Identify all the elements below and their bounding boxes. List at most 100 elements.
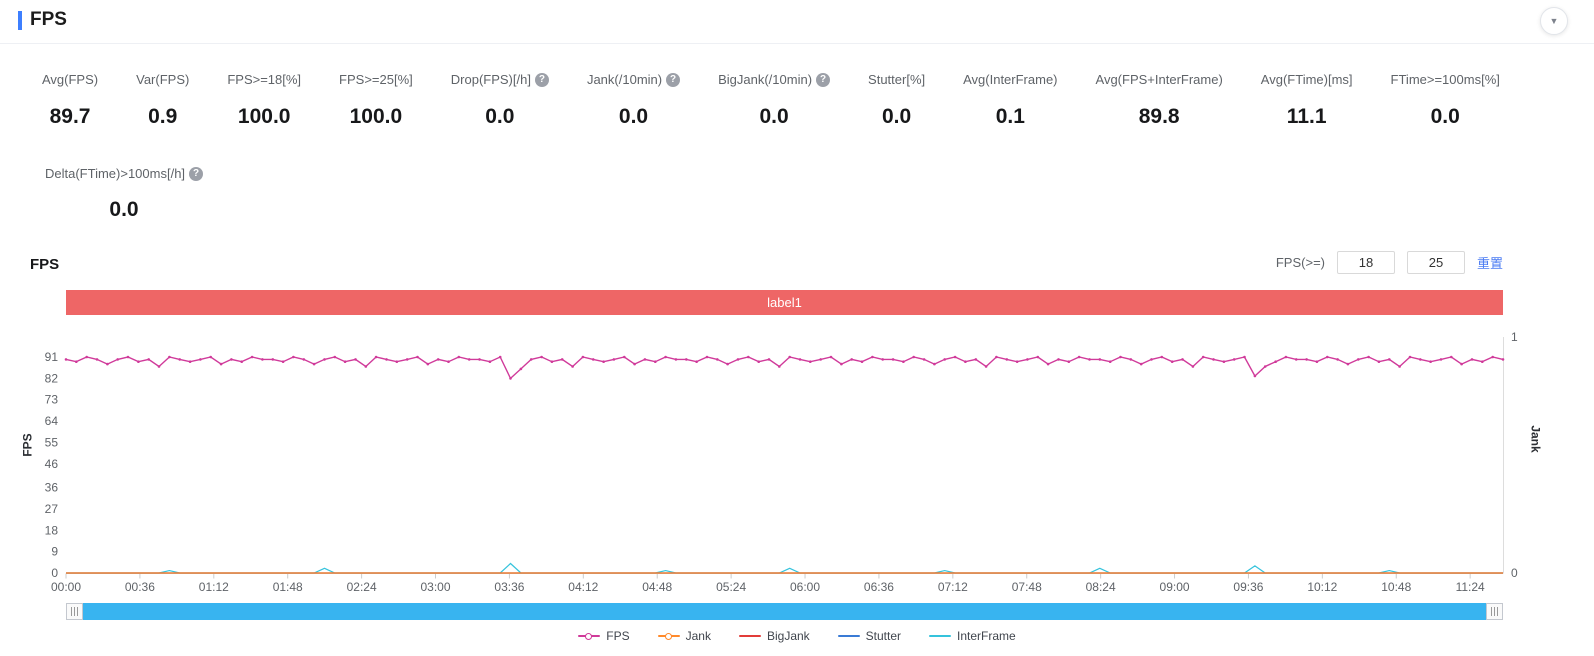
fps-threshold-input-1[interactable] [1336,251,1395,274]
y-tick-label-left: 64 [45,414,59,428]
y-tick-label-right: 0 [1511,566,1518,580]
series-point [643,358,647,361]
series-point [1150,358,1153,361]
help-icon[interactable]: ? [189,166,204,181]
series-point [354,358,357,361]
series-point [1263,365,1267,368]
legend-item-fps[interactable]: FPS [578,629,630,643]
x-tick-label: 02:24 [347,580,377,594]
series-point [1232,358,1236,361]
scrollbar-handle-right[interactable] [1486,603,1503,620]
series-point [436,358,440,361]
series-point [695,360,698,363]
help-icon[interactable]: ? [534,72,549,87]
series-line-fps [65,356,1504,380]
series-point [250,355,254,359]
series-point [312,362,316,366]
collapse-button[interactable]: ▼ [1540,7,1568,35]
title-accent-bar [18,11,22,30]
series-point [364,365,368,368]
series-point [623,355,626,359]
series-point [488,360,492,363]
series-point [881,358,884,361]
series-point [1460,362,1463,366]
metric-value: 0.0 [485,105,515,128]
chart-scrollbar[interactable] [66,603,1503,620]
series-point [209,355,212,359]
x-tick-label: 07:48 [1012,580,1042,594]
x-tick-label: 01:48 [273,580,303,594]
metric-avg-ftime: Avg(FTime)[ms] 11.1 [1261,72,1353,129]
metric-label: Drop(FPS)[/h] [450,72,531,87]
legend-item-jank[interactable]: Jank [657,629,711,643]
series-point [106,362,109,366]
series-point [1181,358,1184,361]
series-point [1388,358,1391,361]
series-point [126,355,130,359]
series-point [188,360,192,363]
series-point [95,358,99,361]
chart-legend: FPS Jank BigJank Stutter InterFrame [0,629,1594,643]
x-tick-label: 10:48 [1381,580,1411,594]
metric-fps-ge-18: FPS>=18[%] 100.0 [227,72,301,129]
x-tick-label: 10:12 [1307,580,1337,594]
series-point [654,360,657,363]
metric-value: 89.8 [1138,105,1180,128]
metric-label: BigJank(/10min) [718,72,813,87]
metric-stutter: Stutter[%] 0.0 [868,72,925,129]
legend-item-interframe[interactable]: InterFrame [929,629,1016,643]
help-icon[interactable]: ? [816,72,831,87]
metric-label: Delta(FTime)>100ms[/h] [45,166,186,181]
series-point [405,358,409,361]
chart-title: FPS [30,256,60,273]
right-axis-title: Jank [1528,425,1543,453]
series-point [457,355,461,359]
scrollbar-handle-left[interactable] [66,603,83,620]
help-icon[interactable]: ? [666,72,681,87]
reset-button[interactable]: 重置 [1476,256,1503,271]
series-point [933,362,936,366]
series-point [323,358,326,361]
x-tick-label: 09:36 [1233,580,1263,594]
metric-label: FTime>=100ms[%] [1390,72,1500,87]
series-point [736,358,740,361]
y-tick-label-left: 73 [45,393,59,407]
left-axis-title: FPS [20,433,35,457]
series-point [1294,358,1298,361]
series-point [509,377,512,380]
series-point [1015,360,1019,363]
series-point [385,358,388,361]
series-point [1346,362,1350,366]
bigjank-series-icon [738,631,761,641]
x-tick-label: 03:36 [494,580,524,594]
chevron-down-icon: ▼ [1549,16,1559,26]
metric-value: 0.0 [109,198,139,221]
metric-avg-fps: Avg(FPS) 89.7 [42,72,98,129]
series-point [922,358,926,361]
metric-label: FPS>=25[%] [339,72,413,87]
series-point [261,358,264,361]
fps-chart[interactable]: 00:00 00:36 01:12 01:48 02:24 03:00 03:36 04:12… [0,320,1594,605]
metric-label: Jank(/10min) [586,72,663,87]
series-point [271,358,275,361]
metric-value: 0.9 [148,105,178,128]
series-point [1170,360,1174,363]
series-point [1481,360,1484,363]
page-title: FPS [30,9,67,30]
series-point [747,355,750,359]
series-point [591,358,595,361]
legend-item-bigjank[interactable]: BigJank [738,629,810,643]
series-point [1036,355,1040,359]
series-point [1243,355,1246,359]
metric-label: Avg(InterFrame) [963,72,1058,87]
series-point [240,360,243,363]
fps-threshold-input-2[interactable] [1406,251,1465,274]
series-point [1470,358,1474,361]
series-point [612,358,616,361]
series-point [478,358,481,361]
series-point [550,360,554,363]
series-point [1098,358,1102,361]
series-point [685,358,688,361]
legend-item-stutter[interactable]: Stutter [837,629,901,643]
grip-icon [1491,607,1498,616]
